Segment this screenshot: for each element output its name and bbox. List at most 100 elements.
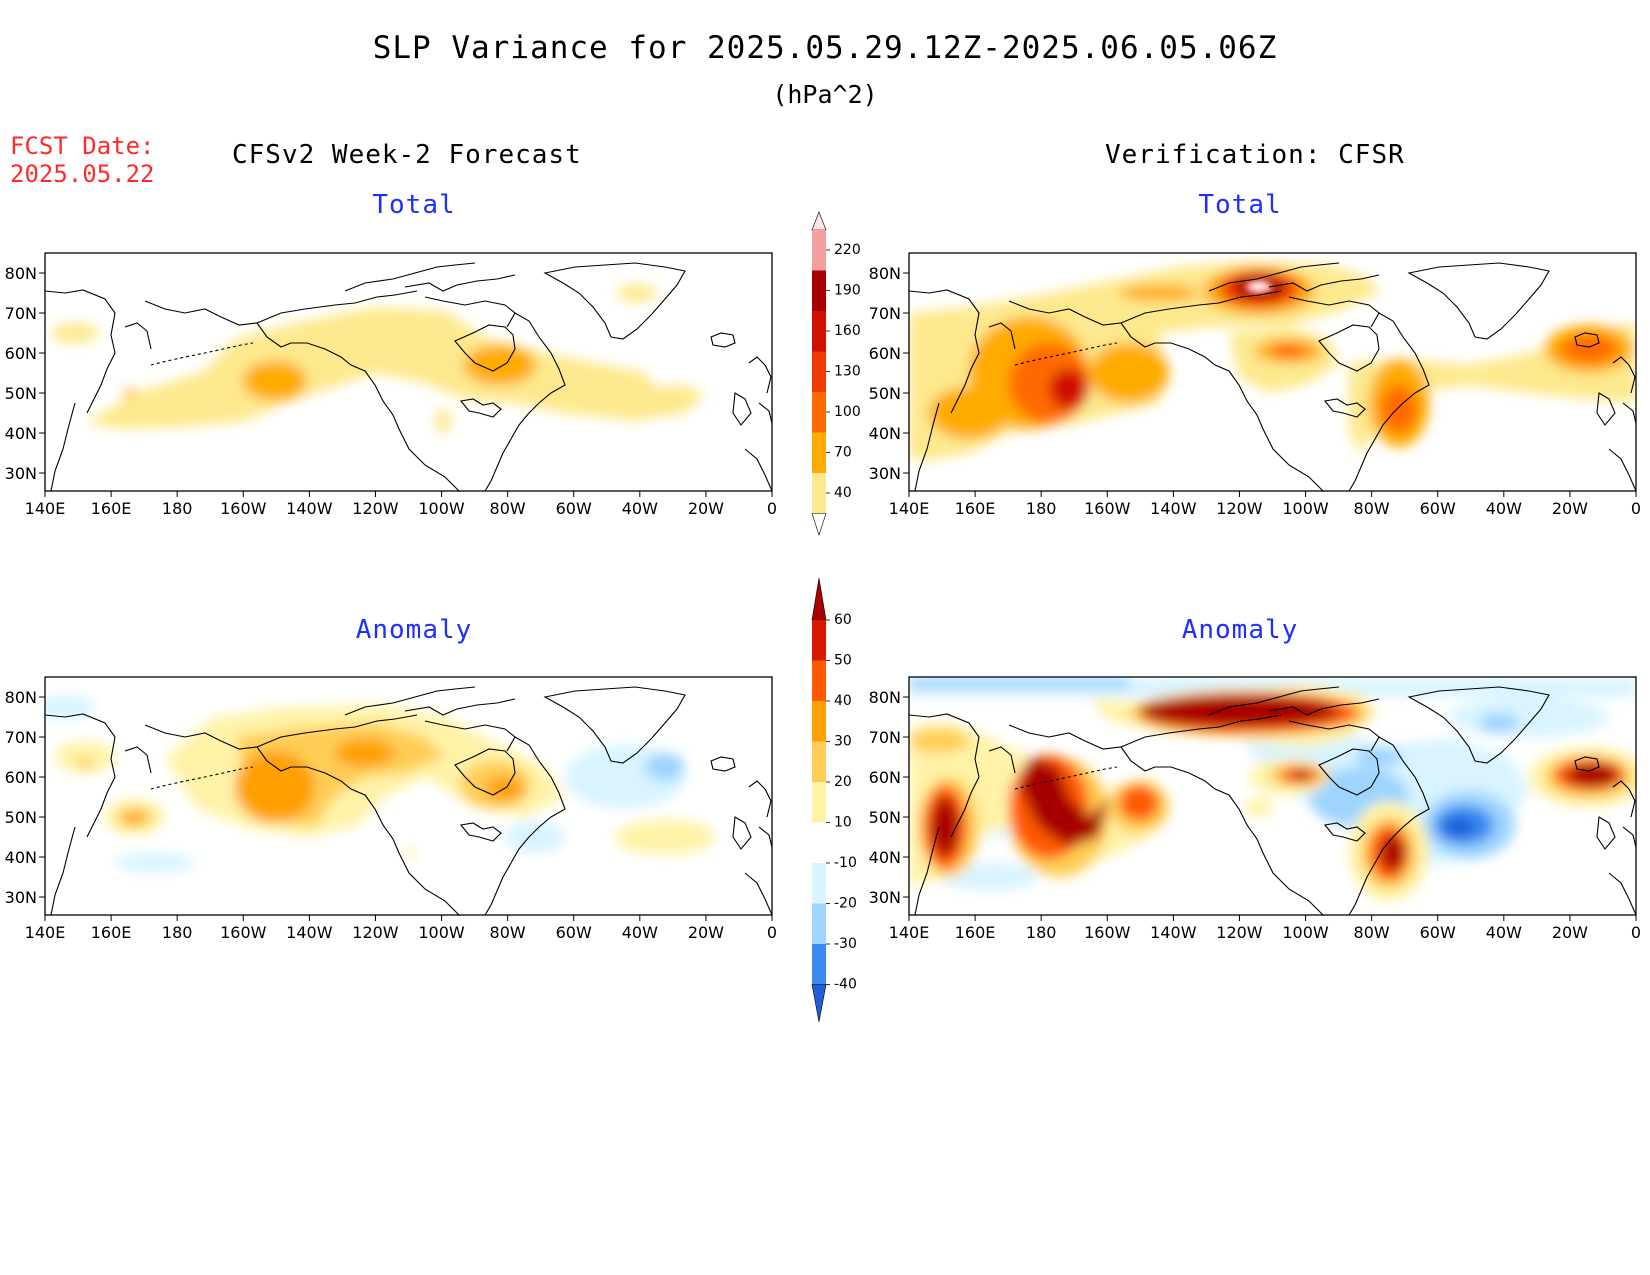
lon-label: 80W xyxy=(490,499,526,518)
lon-label: 40W xyxy=(622,923,658,942)
lon-label: 60W xyxy=(1420,923,1456,942)
fcst-date-label: FCST Date: xyxy=(10,132,155,160)
lat-label: 30N xyxy=(5,888,37,907)
lon-label: 140W xyxy=(286,499,333,518)
lon-label: 140W xyxy=(1150,499,1197,518)
lon-label: 60W xyxy=(1420,499,1456,518)
lon-label: 60W xyxy=(556,923,592,942)
colorbar-top-tip xyxy=(811,211,827,231)
lon-label: 140E xyxy=(889,923,930,942)
lat-label: 50N xyxy=(5,384,37,403)
anomaly-colorbar: 60 50 40 30 20 10 -10 -20 -30 -40 xyxy=(811,577,857,1023)
lat-label: 80N xyxy=(869,688,901,707)
lon-label: 120W xyxy=(1216,499,1263,518)
axis-labels: 140E 160E 180 160W 140W 120W 100W 80W 60W 40W 20W 0… xyxy=(5,264,1641,942)
lon-label: 0 xyxy=(767,499,777,518)
lat-label: 50N xyxy=(5,808,37,827)
lat-label: 50N xyxy=(869,384,901,403)
total-colorbar: 220 190 160 130 100 70 40 xyxy=(811,211,861,536)
lon-label: 80W xyxy=(1354,499,1390,518)
colorbar-bin xyxy=(812,392,826,433)
forecast-total-title: Total xyxy=(372,190,456,220)
lon-label: 160W xyxy=(220,923,267,942)
lat-label: 70N xyxy=(5,304,37,323)
units-label: (hPa^2) xyxy=(772,80,878,109)
lon-label: 160W xyxy=(1084,923,1131,942)
lon-label: 140E xyxy=(25,923,66,942)
colorbar-label: 60 xyxy=(834,612,852,628)
lat-label: 80N xyxy=(5,688,37,707)
lat-label: 50N xyxy=(869,808,901,827)
lon-label: 40W xyxy=(622,499,658,518)
lon-label: 160E xyxy=(955,923,996,942)
colorbar-bin xyxy=(812,230,826,271)
lat-label: 40N xyxy=(869,848,901,867)
lat-label: 70N xyxy=(5,728,37,747)
verification-anomaly-map xyxy=(909,677,1636,915)
colorbar-bin xyxy=(812,473,826,514)
colorbar-label: 40 xyxy=(834,693,852,709)
colorbar-bin xyxy=(812,270,826,311)
lon-label: 0 xyxy=(1631,923,1641,942)
lat-label: 70N xyxy=(869,728,901,747)
lon-label: 100W xyxy=(418,923,465,942)
lon-label: 100W xyxy=(418,499,465,518)
colorbar-label: 160 xyxy=(834,323,861,339)
lon-label: 40W xyxy=(1486,499,1522,518)
colorbar-bin xyxy=(812,351,826,392)
lat-label: 80N xyxy=(869,264,901,283)
lat-label: 30N xyxy=(5,464,37,483)
colorbar-bin xyxy=(812,620,826,661)
lat-label: 60N xyxy=(869,768,901,787)
lat-label: 30N xyxy=(869,464,901,483)
colorbar-bin xyxy=(812,660,826,701)
verification-total-map xyxy=(909,253,1636,491)
lon-label: 140W xyxy=(286,923,333,942)
colorbar-label: -30 xyxy=(834,936,857,952)
forecast-anomaly-title: Anomaly xyxy=(355,615,473,645)
lon-label: 60W xyxy=(556,499,592,518)
lat-label: 80N xyxy=(5,264,37,283)
lon-label: 40W xyxy=(1486,923,1522,942)
lon-label: 180 xyxy=(162,923,193,942)
colorbar-label: 30 xyxy=(834,734,852,750)
lat-label: 40N xyxy=(5,848,37,867)
colorbar-bin xyxy=(812,701,826,742)
colorbar-label: 20 xyxy=(834,774,852,790)
lon-label: 180 xyxy=(1026,499,1057,518)
lon-label: 100W xyxy=(1282,499,1329,518)
lon-label: 160E xyxy=(91,923,132,942)
lat-label: 40N xyxy=(869,424,901,443)
lon-label: 180 xyxy=(1026,923,1057,942)
lon-label: 20W xyxy=(1552,923,1588,942)
lat-label: 60N xyxy=(5,768,37,787)
lon-label: 140W xyxy=(1150,923,1197,942)
colorbar-label: 220 xyxy=(834,242,861,258)
lon-label: 120W xyxy=(352,923,399,942)
lon-label: 0 xyxy=(1631,499,1641,518)
colorbar-label: -20 xyxy=(834,896,857,912)
lat-label: 60N xyxy=(5,344,37,363)
lon-label: 20W xyxy=(688,923,724,942)
colorbar-bottom-tip xyxy=(811,513,827,536)
lat-label: 60N xyxy=(869,344,901,363)
verification-anomaly-title: Anomaly xyxy=(1181,615,1299,645)
colorbar-bottom-tip xyxy=(811,984,827,1023)
verification-column-title: Verification: CFSR xyxy=(1105,140,1405,170)
colorbar-bin xyxy=(812,944,826,985)
lon-label: 140E xyxy=(25,499,66,518)
lon-label: 100W xyxy=(1282,923,1329,942)
forecast-column-title: CFSv2 Week-2 Forecast xyxy=(232,140,582,170)
lon-label: 80W xyxy=(1354,923,1390,942)
colorbar-bin xyxy=(812,782,826,823)
colorbar-bin xyxy=(812,822,826,863)
lon-label: 120W xyxy=(352,499,399,518)
lon-label: 180 xyxy=(162,499,193,518)
colorbar-label: -10 xyxy=(834,855,857,871)
colorbar-bin xyxy=(812,432,826,473)
colorbar-bin xyxy=(812,311,826,352)
lat-label: 30N xyxy=(869,888,901,907)
lat-label: 40N xyxy=(5,424,37,443)
lon-label: 20W xyxy=(688,499,724,518)
